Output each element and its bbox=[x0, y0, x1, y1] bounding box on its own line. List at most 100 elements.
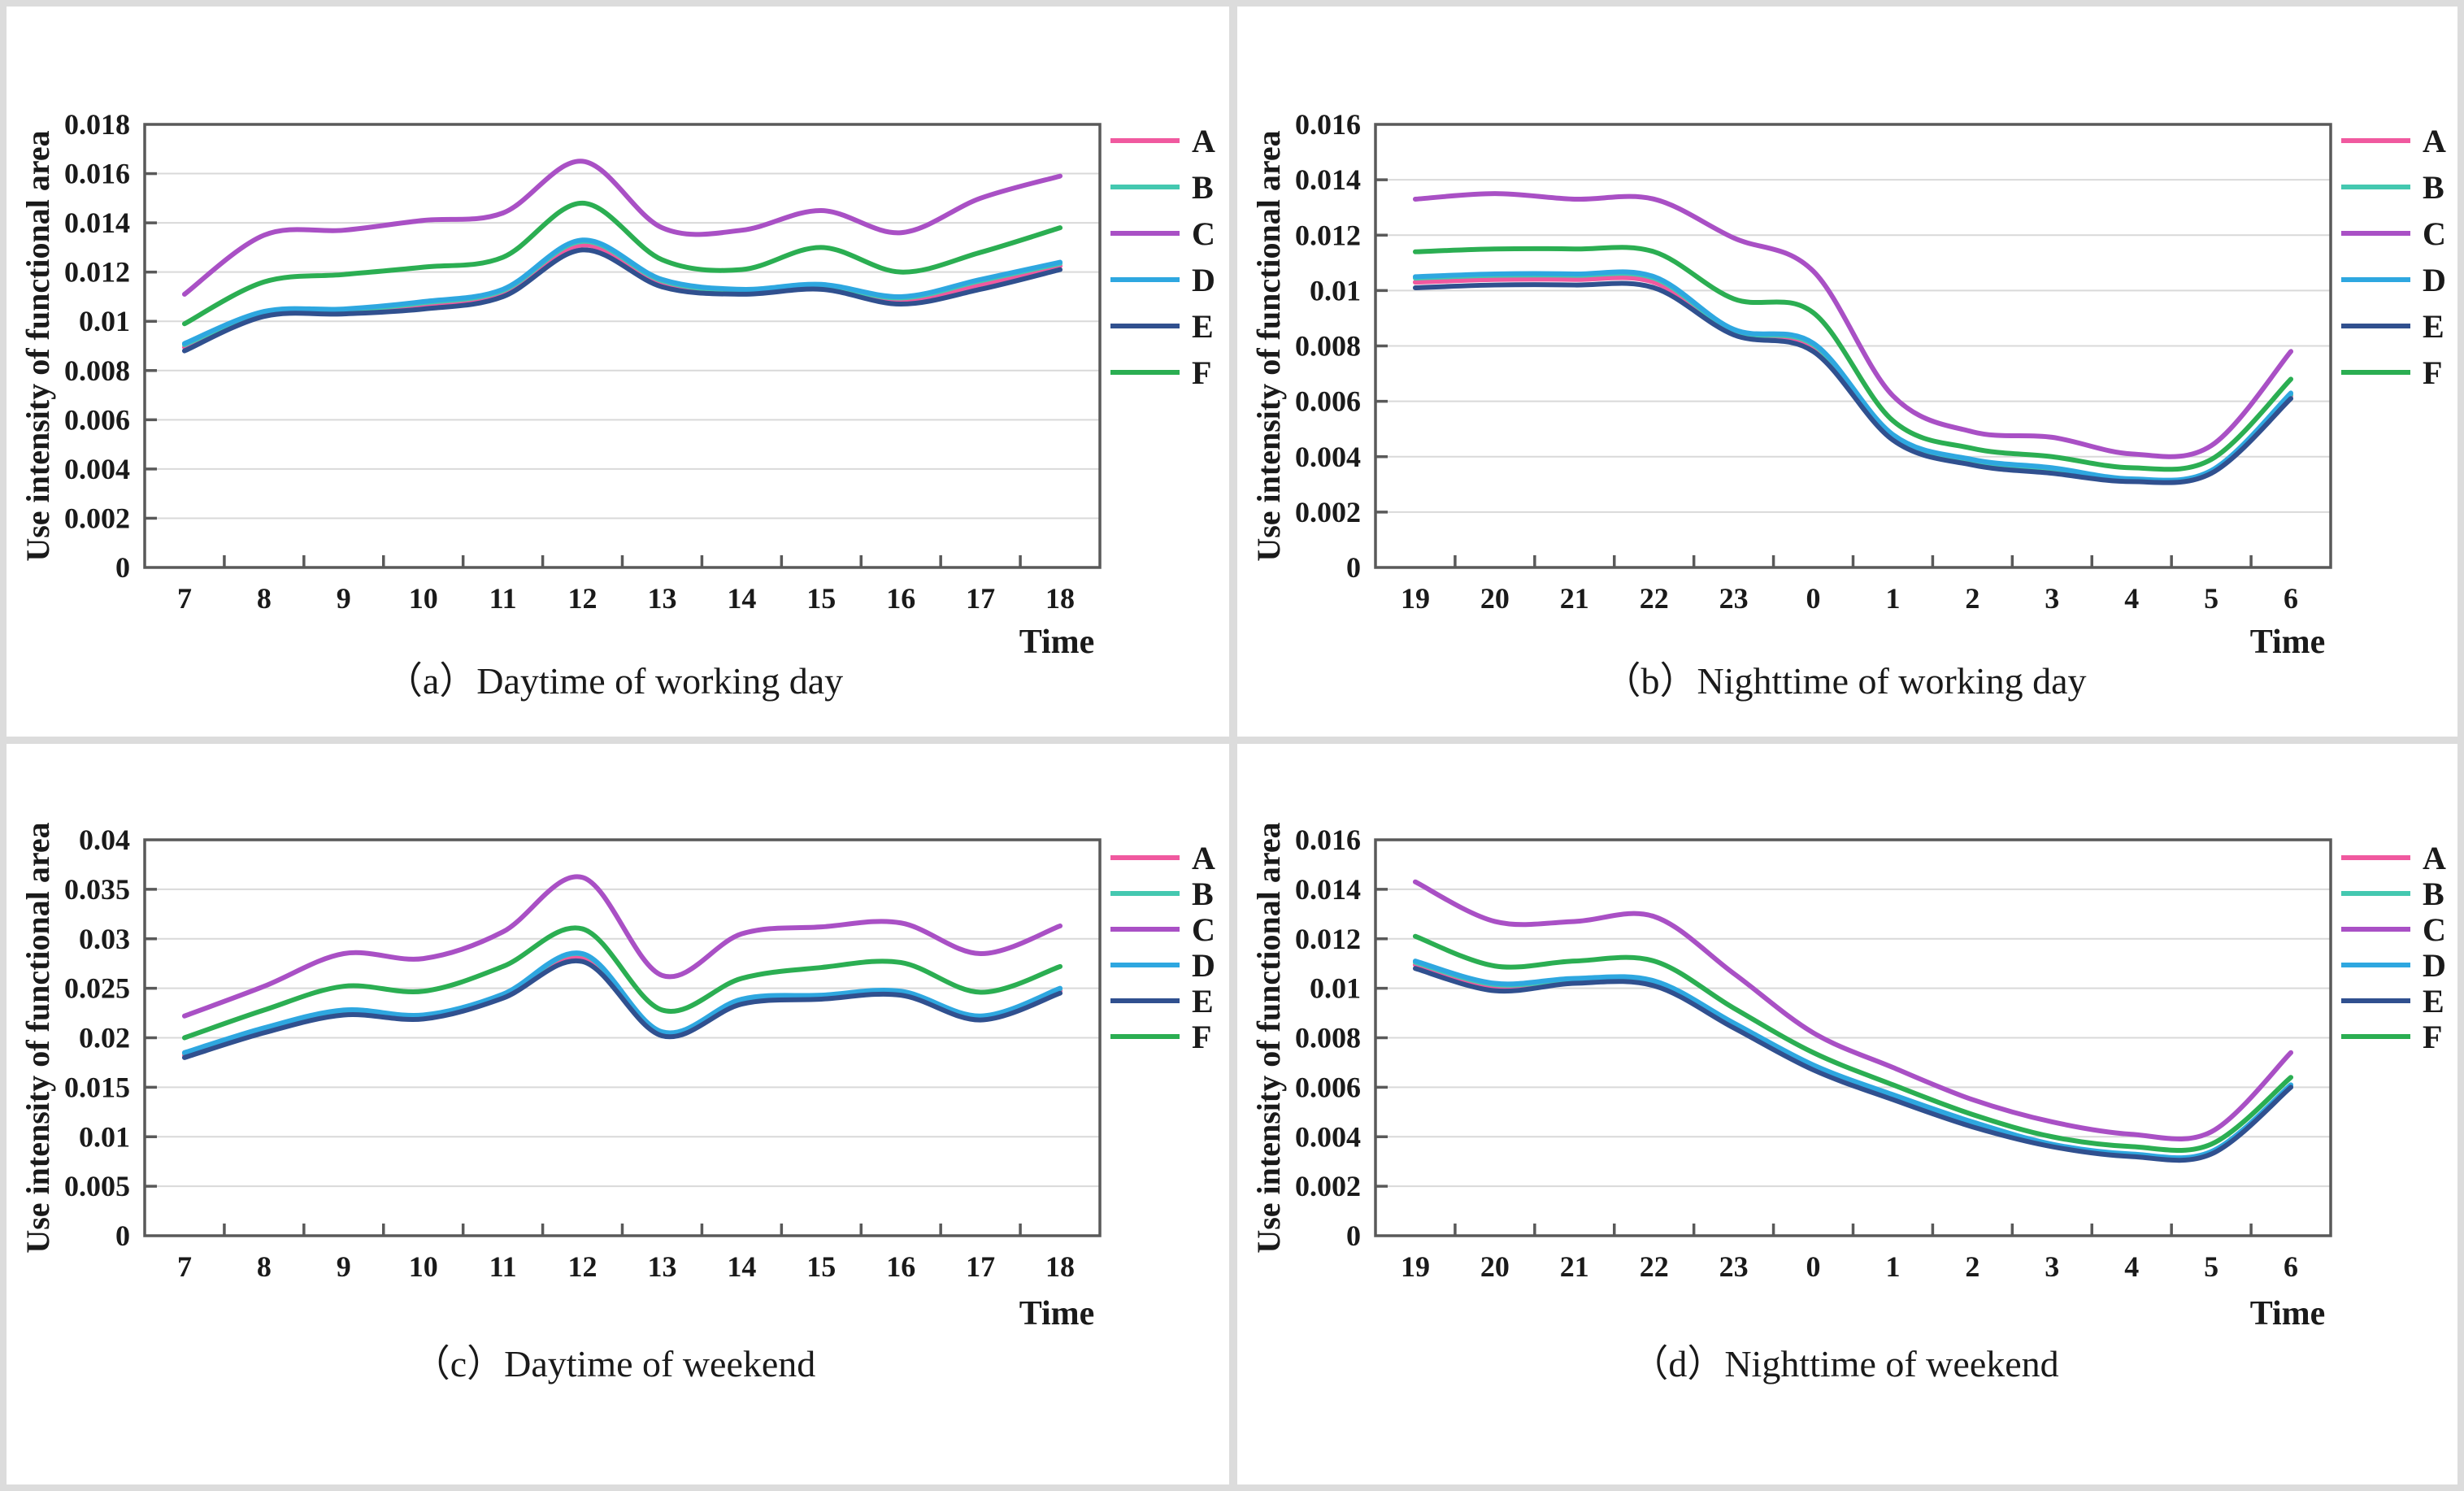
series-line-F bbox=[1412, 933, 2294, 1153]
x-tick-label: 3 bbox=[2045, 1250, 2059, 1283]
series-line-C bbox=[181, 159, 1063, 297]
x-axis-title: Time bbox=[2250, 1295, 2326, 1332]
legend-label-A: A bbox=[2423, 123, 2446, 159]
x-tick-label: 23 bbox=[1719, 1250, 1749, 1283]
y-tick-label: 0.016 bbox=[1295, 108, 1361, 141]
x-tick-label: 0 bbox=[1806, 582, 1821, 615]
series-line-B bbox=[1412, 271, 2294, 485]
x-tick-label: 3 bbox=[2045, 582, 2059, 615]
x-tick-label: 2 bbox=[1965, 1250, 1979, 1283]
chart-b-svg: 0 0.002 0.004 0.006 0.008 0.01 0.012 0.014 0.016… bbox=[1250, 108, 2446, 702]
series-line-E bbox=[181, 247, 1063, 354]
series-line-F bbox=[181, 200, 1063, 327]
x-tick-label: 5 bbox=[2204, 582, 2218, 615]
y-tick-label: 0.014 bbox=[1295, 163, 1361, 196]
series-line-C bbox=[1412, 879, 2294, 1141]
x-tick-label: 10 bbox=[409, 582, 438, 615]
x-tick-label: 7 bbox=[177, 582, 192, 615]
legend-label-D: D bbox=[2423, 947, 2446, 984]
chart-caption: （d）Nighttime of weekend bbox=[1631, 1343, 2058, 1384]
legend-label-B: B bbox=[1192, 876, 1214, 912]
series-line-D bbox=[1412, 269, 2294, 483]
y-tick-label: 0.002 bbox=[64, 502, 130, 534]
legend-label-F: F bbox=[2423, 354, 2442, 391]
x-tick-label: 18 bbox=[1045, 1250, 1075, 1283]
y-tick-label: 0.014 bbox=[1295, 873, 1361, 906]
series-line-F bbox=[181, 925, 1063, 1041]
legend-label-E: E bbox=[2423, 308, 2444, 345]
legend-label-A: A bbox=[2423, 840, 2446, 876]
legend-label-C: C bbox=[1192, 215, 1215, 252]
x-tick-label: 16 bbox=[886, 582, 915, 615]
y-tick-label: 0.005 bbox=[64, 1170, 130, 1202]
x-tick-label: 1 bbox=[1885, 1250, 1900, 1283]
y-axis-title: Use intensity of functional area bbox=[20, 130, 56, 561]
legend-label-C: C bbox=[1192, 911, 1215, 948]
x-tick-label: 21 bbox=[1560, 582, 1589, 615]
y-tick-label: 0.014 bbox=[64, 206, 130, 239]
y-tick-label: 0.01 bbox=[1310, 274, 1361, 306]
series-line-A bbox=[1412, 962, 2294, 1162]
y-tick-label: 0.008 bbox=[1295, 330, 1361, 363]
legend-label-A: A bbox=[1192, 123, 1215, 159]
x-tick-label: 11 bbox=[489, 582, 517, 615]
y-tick-label: 0.025 bbox=[64, 972, 130, 1005]
x-tick-label: 19 bbox=[1401, 1250, 1430, 1283]
x-tick-label: 9 bbox=[337, 582, 351, 615]
legend-label-D: D bbox=[1192, 947, 1215, 984]
x-axis-title: Time bbox=[1019, 1295, 1095, 1332]
x-tick-label: 17 bbox=[966, 1250, 995, 1283]
y-tick-label: 0.004 bbox=[1295, 1120, 1361, 1153]
chart-a-svg: 0 0.002 0.004 0.006 0.008 0.01 0.012 0.014 0.016… bbox=[20, 108, 1215, 702]
y-tick-label: 0.01 bbox=[79, 1120, 130, 1153]
legend-label-D: D bbox=[2423, 262, 2446, 298]
y-tick-label: 0.012 bbox=[1295, 923, 1361, 955]
legend-label-F: F bbox=[1192, 354, 1211, 391]
y-tick-label: 0.01 bbox=[1310, 972, 1361, 1005]
x-tick-label: 15 bbox=[806, 1250, 836, 1283]
x-tick-label: 23 bbox=[1719, 582, 1749, 615]
y-tick-label: 0.01 bbox=[79, 305, 130, 337]
y-tick-label: 0.006 bbox=[1295, 385, 1361, 418]
chart-caption: （a）Daytime of working day bbox=[385, 660, 843, 702]
y-tick-label: 0 bbox=[115, 1219, 130, 1252]
x-tick-label: 5 bbox=[2204, 1250, 2218, 1283]
x-tick-label: 8 bbox=[257, 1250, 272, 1283]
series-line-F bbox=[1412, 245, 2294, 472]
legend-label-C: C bbox=[2423, 215, 2446, 252]
legend-label-E: E bbox=[2423, 983, 2444, 1019]
x-tick-label: 4 bbox=[2124, 1250, 2139, 1283]
legend-label-F: F bbox=[1192, 1019, 1211, 1055]
legend-label-B: B bbox=[2423, 876, 2444, 912]
x-tick-label: 13 bbox=[647, 1250, 676, 1283]
x-tick-label: 19 bbox=[1401, 582, 1430, 615]
chart-caption: （c）Daytime of weekend bbox=[413, 1343, 816, 1384]
series-line-E bbox=[181, 958, 1063, 1060]
y-tick-label: 0.002 bbox=[1295, 496, 1361, 528]
y-tick-label: 0.008 bbox=[1295, 1022, 1361, 1054]
y-tick-label: 0.03 bbox=[79, 923, 130, 955]
x-tick-label: 10 bbox=[409, 1250, 438, 1283]
y-tick-label: 0.006 bbox=[1295, 1071, 1361, 1103]
legend-label-E: E bbox=[1192, 308, 1214, 345]
y-tick-label: 0.012 bbox=[64, 256, 130, 289]
x-tick-label: 6 bbox=[2284, 1250, 2298, 1283]
legend-label-E: E bbox=[1192, 983, 1214, 1019]
x-tick-label: 16 bbox=[886, 1250, 915, 1283]
y-tick-label: 0.004 bbox=[1295, 441, 1361, 473]
x-tick-label: 12 bbox=[568, 582, 598, 615]
y-tick-label: 0.016 bbox=[1295, 824, 1361, 856]
x-tick-label: 20 bbox=[1480, 582, 1510, 615]
series-line-D bbox=[1412, 958, 2294, 1161]
y-tick-label: 0.006 bbox=[64, 403, 130, 436]
series-line-D bbox=[181, 237, 1063, 346]
y-tick-label: 0 bbox=[115, 551, 130, 584]
x-tick-label: 15 bbox=[806, 582, 836, 615]
series-line-C bbox=[1412, 191, 2294, 459]
x-tick-label: 8 bbox=[257, 582, 272, 615]
series-line-D bbox=[181, 950, 1063, 1055]
chart-panel-b: 0 0.002 0.004 0.006 0.008 0.01 0.012 0.014 0.016… bbox=[1237, 7, 2457, 737]
x-tick-label: 4 bbox=[2124, 582, 2139, 615]
series-line-C bbox=[181, 874, 1063, 1019]
x-tick-label: 22 bbox=[1640, 1250, 1669, 1283]
